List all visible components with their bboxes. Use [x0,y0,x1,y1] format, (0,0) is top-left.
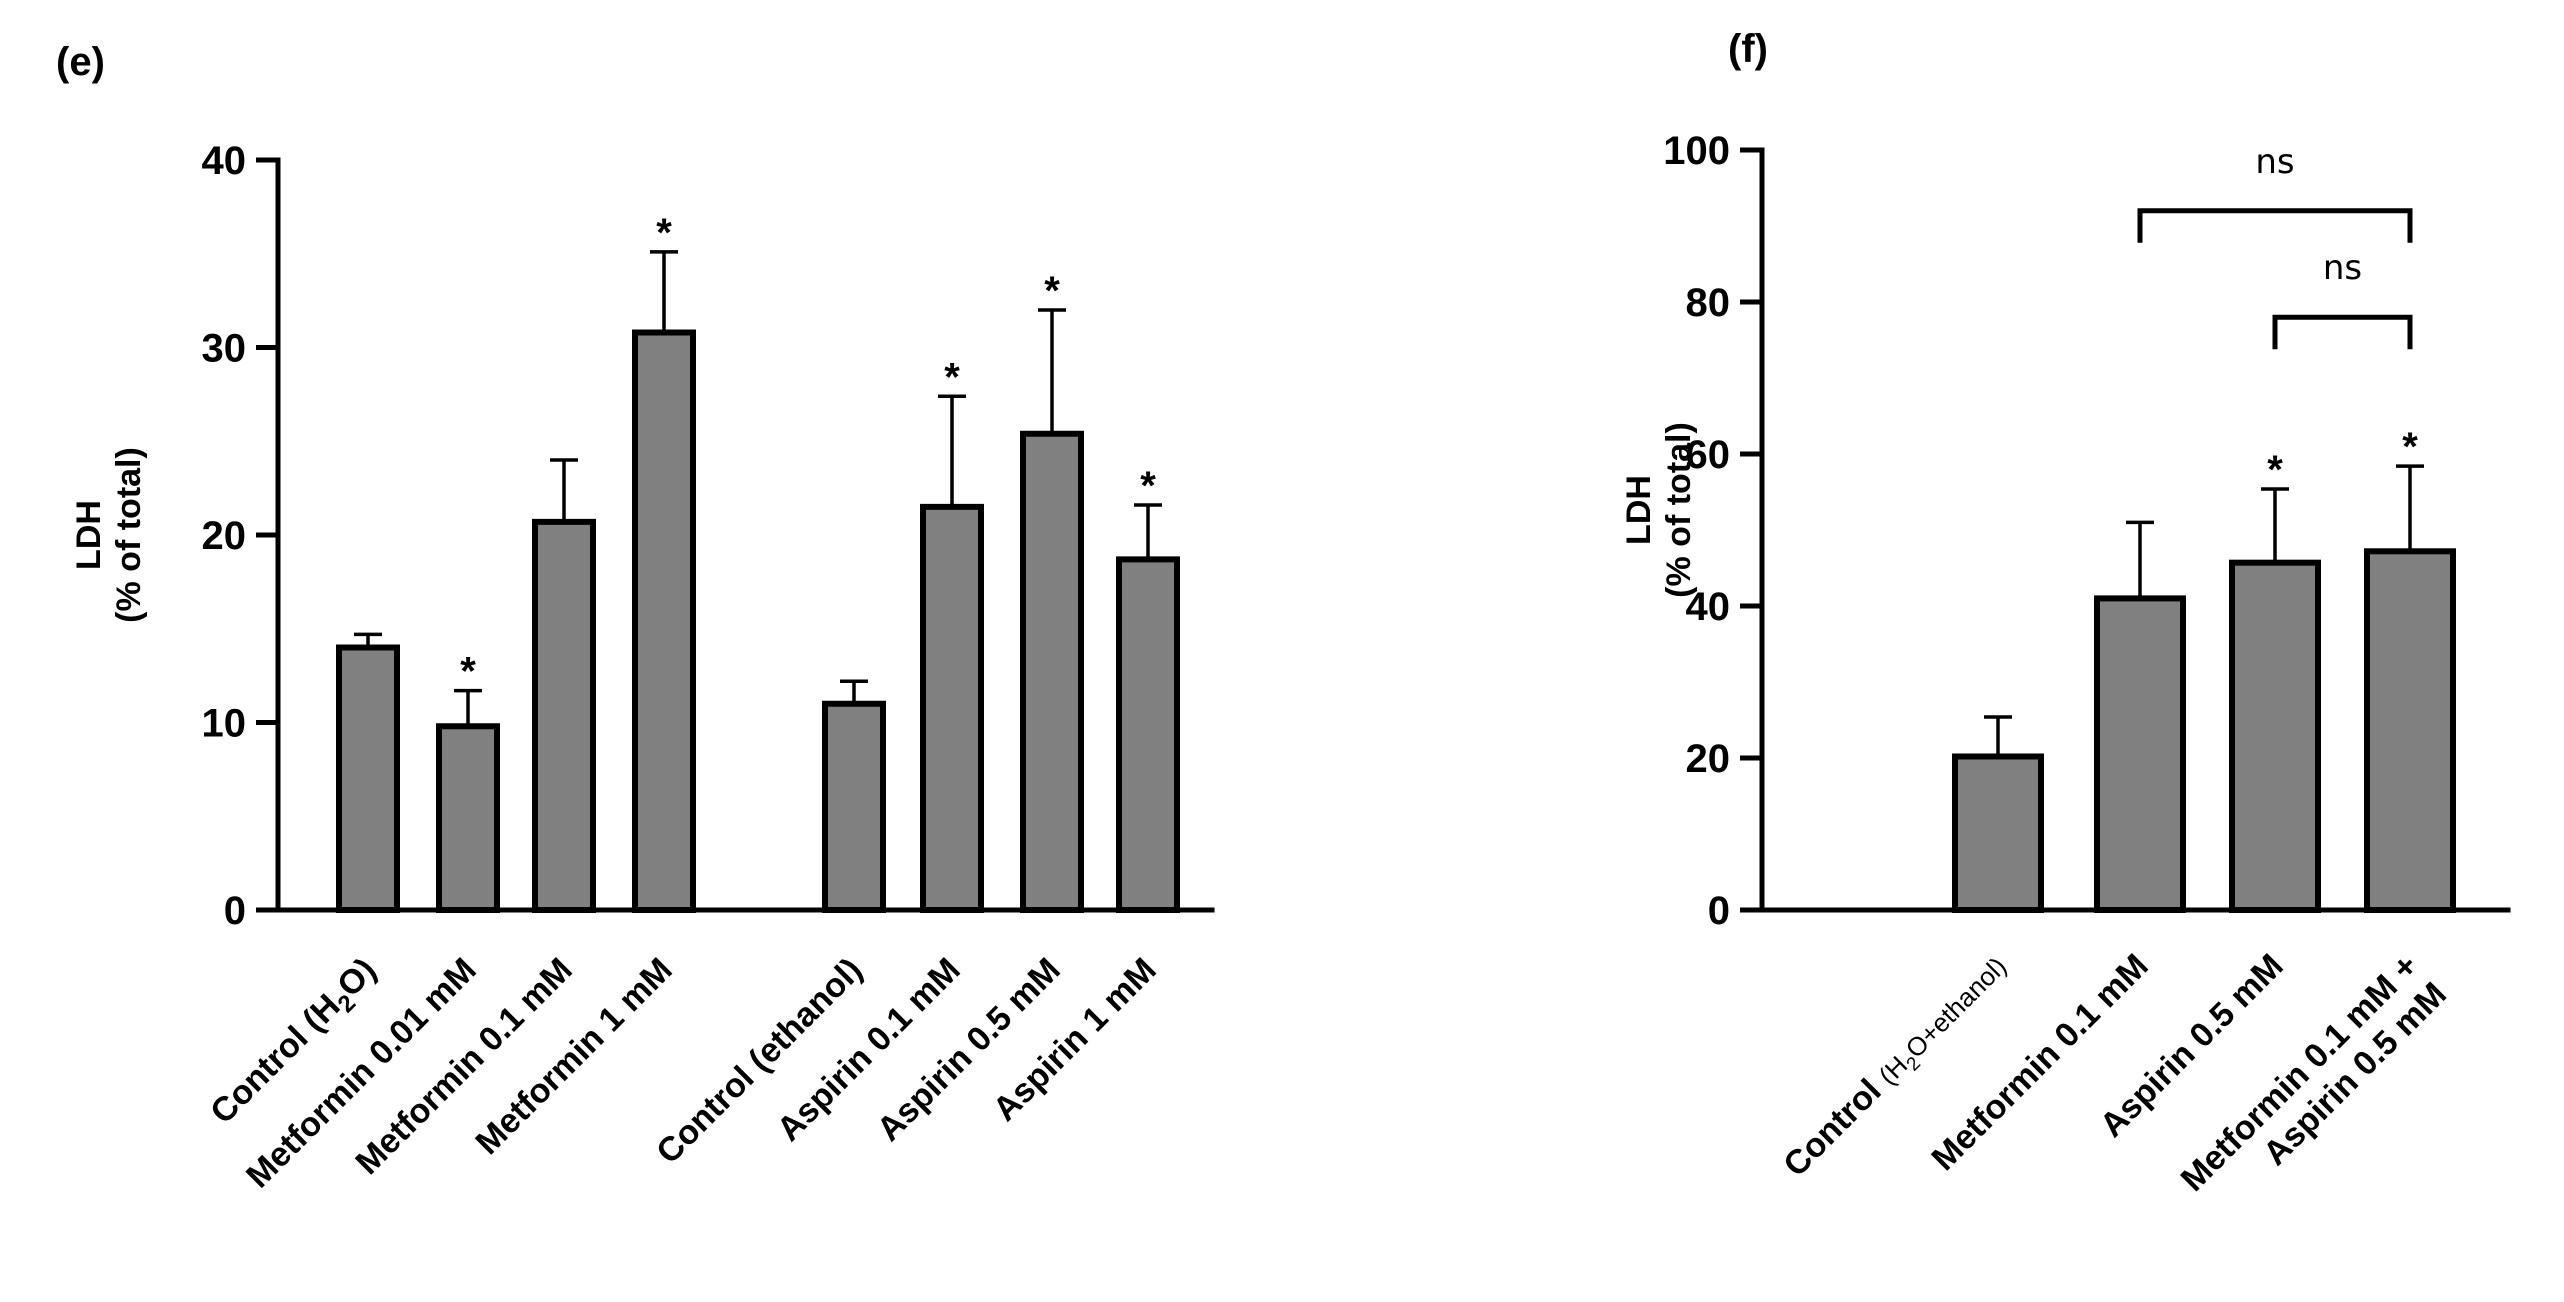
comparison-label-2: ns [2323,248,2362,288]
bar-aspirin-0-5-mm [1020,430,1084,913]
bar-metformin-0-1-mm-aspirin-0-5-mm [2364,548,2456,914]
chart-panel-f: (f) LDH (% of total) 0 20 40 60 80 100 Control (H… [1620,27,2511,1199]
y-tick-label-f: 40 [1686,585,1731,629]
y-tick-label-f: 80 [1686,281,1731,325]
chart-panel-e: (e) LDH (% of total) 0 10 20 30 40 Control (H2O)… [56,40,1215,1195]
y-axis-label-line: (% of total) [110,447,148,623]
y-axis-label-e: LDH (% of total) [70,447,148,623]
significance-star-aspirin-0-5-mm: * [2267,448,2283,492]
y-tick-label-e: 40 [202,139,247,183]
category-label-text: Metformin 0.1 mM [1924,947,2155,1178]
significance-star-aspirin-0-5-mm: * [1044,269,1060,313]
y-tick-label-f: 0 [1708,889,1730,933]
bar-metformin-0-01-mm [436,723,500,913]
label-part: Control [1776,1065,1895,1184]
category-label-aspirin-1-mm: Aspirin 1 mM [986,951,1164,1129]
y-tick-label-f: 100 [1663,129,1730,173]
category-label-aspirin-0-1-mm: Aspirin 0.1 mM [770,951,968,1149]
bar-control-h2o-ethanol [1952,753,2044,913]
comparison-bracket-2 [2272,314,2413,350]
bar-aspirin-0-1-mm [920,503,984,913]
comparison-label-1: ns [2255,142,2294,182]
comparison-bracket-1 [2137,208,2413,243]
significance-star-metformin-0-01-mm: * [460,650,476,694]
y-tick-label-e: 30 [202,327,247,371]
y-axis-label-f: LDH (% of total) [1620,422,1698,598]
category-label-metformin-0-1-mm: Metformin 0.1 mM [1924,947,2155,1178]
bar-metformin-0-1-mm [2094,595,2186,914]
category-label-control-h2o: Control (H2O) [203,951,388,1136]
label-small: O+ethanol) [1900,951,2013,1064]
category-label-text: Aspirin 1 mM [986,951,1164,1129]
category-label-control-h2o-ethanol: Control (H2O+ethanol) [1776,947,2016,1187]
y-axis-label-line: LDH [70,500,108,570]
category-label-text: Control (H2O+ethanol) [1776,947,2016,1187]
y-tick-label-f: 20 [1686,737,1731,781]
bar-metformin-0-1-mm [532,518,596,913]
significance-star-metformin-0-1-mm-aspirin-0-5-mm: * [2402,425,2418,469]
category-label-text: Metformin 0.1 mM + [2174,947,2426,1199]
y-axis-label-line: LDH [1620,475,1658,545]
bar-aspirin-0-5-mm [2229,559,2321,913]
category-label-text: Aspirin 0.1 mM [770,951,968,1149]
y-axis-label-line: (% of total) [1660,422,1698,598]
y-tick-label-e: 20 [202,514,247,558]
y-tick-label-f: 60 [1686,433,1731,477]
bar-control-ethanol [822,700,886,913]
significance-star-aspirin-0-1-mm: * [944,355,960,399]
significance-star-aspirin-1-mm: * [1140,464,1156,508]
category-label-text: Control (H2O) [203,951,388,1136]
significance-star-metformin-1-mm: * [656,211,672,255]
category-label-metformin-0-1-mm-aspirin-0-5-mm: Metformin 0.1 mM +Aspirin 0.5 mM [2174,947,2454,1199]
y-tick-label-e: 10 [202,702,247,746]
bar-metformin-1-mm [632,329,696,913]
bar-aspirin-1-mm [1116,556,1180,913]
bar-control-h2o [336,644,400,913]
panel-label-f: (f) [1728,27,1768,71]
y-tick-label-e: 0 [224,889,246,933]
panel-label-e: (e) [56,40,105,84]
